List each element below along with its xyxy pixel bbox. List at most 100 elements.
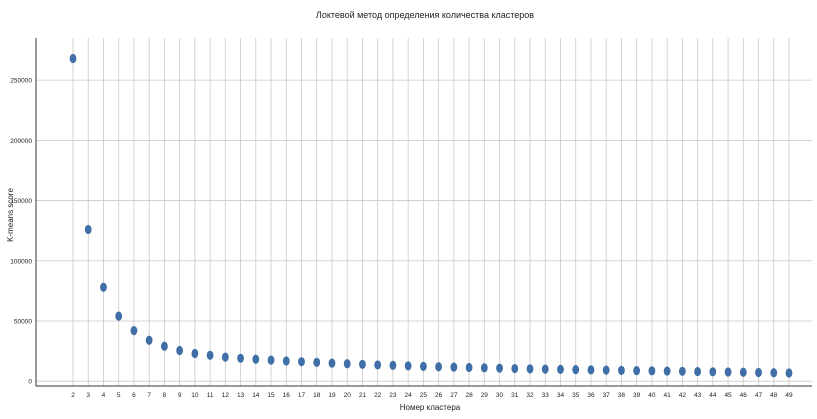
x-tick-label: 8 <box>163 392 167 399</box>
data-point <box>176 345 184 356</box>
data-point <box>633 365 641 376</box>
x-tick-label: 7 <box>147 392 151 399</box>
x-tick-label: 34 <box>557 392 565 399</box>
data-point <box>359 359 366 369</box>
data-point <box>343 359 351 369</box>
data-point <box>450 362 458 372</box>
x-tick-label: 20 <box>344 392 352 399</box>
x-tick-label: 4 <box>102 392 106 399</box>
x-tick-label: 45 <box>724 392 732 399</box>
data-point <box>739 367 747 377</box>
x-tick-label: 16 <box>283 392 291 399</box>
x-tick-label: 5 <box>117 392 121 399</box>
x-tick-label: 44 <box>709 392 717 399</box>
x-tick-label: 40 <box>648 392 656 399</box>
x-tick-label: 31 <box>511 392 519 399</box>
data-point <box>618 365 625 375</box>
data-point <box>541 364 549 374</box>
x-tick-label: 3 <box>86 392 90 399</box>
data-point <box>313 357 321 367</box>
x-tick-label: 13 <box>237 392 245 399</box>
axes-layer <box>35 38 812 387</box>
x-tick-label: 43 <box>694 392 702 399</box>
data-point <box>69 53 77 64</box>
x-tick-label: 18 <box>313 392 321 399</box>
x-tick-label: 30 <box>496 392 504 399</box>
x-tick-label: 23 <box>389 392 397 399</box>
x-tick-label: 35 <box>572 392 580 399</box>
data-point <box>282 356 290 366</box>
x-tick-label: 39 <box>633 392 641 399</box>
x-tick-label: 24 <box>405 392 413 399</box>
data-point <box>419 361 427 371</box>
y-tick-label: 100000 <box>10 258 32 265</box>
x-axis-label: Номер кластера <box>400 403 461 412</box>
y-tick-label: 50000 <box>14 318 32 325</box>
data-point <box>100 282 107 292</box>
x-tick-label: 22 <box>374 392 382 399</box>
x-tick-label: 2 <box>71 392 75 399</box>
x-tick-label: 48 <box>770 392 778 399</box>
data-point <box>206 350 214 360</box>
grid-layer <box>36 38 812 386</box>
x-tick-label: 9 <box>178 392 182 399</box>
x-tick-label: 38 <box>618 392 626 399</box>
data-point <box>374 360 382 370</box>
data-point <box>648 366 656 376</box>
data-point <box>237 353 244 363</box>
data-point <box>389 360 397 371</box>
x-tick-label: 14 <box>252 392 260 399</box>
data-point <box>755 367 762 378</box>
x-tick-label: 17 <box>298 392 306 399</box>
x-tick-label: 41 <box>664 392 672 399</box>
data-point <box>709 367 717 377</box>
y-tick-label: 150000 <box>10 198 32 205</box>
x-tick-label: 46 <box>740 392 748 399</box>
data-point <box>587 365 595 375</box>
tick-layer: 2 3 4 5 6 7 8 9 10 11 12 13 14 15 16 17 18 19 20 21 22 23 24 25… <box>10 78 793 399</box>
data-point <box>191 348 199 359</box>
x-tick-label: 28 <box>465 392 473 399</box>
data-point <box>465 362 473 373</box>
x-tick-label: 47 <box>755 392 763 399</box>
data-point <box>511 363 519 374</box>
point-layer <box>69 53 793 378</box>
y-tick-label: 200000 <box>10 138 32 145</box>
x-tick-label: 26 <box>435 392 443 399</box>
data-point <box>770 368 778 378</box>
data-point <box>161 341 168 351</box>
data-point <box>435 362 443 372</box>
data-point <box>252 354 260 364</box>
x-tick-label: 19 <box>328 392 336 399</box>
x-tick-label: 12 <box>222 392 230 399</box>
data-point <box>724 367 732 377</box>
data-point <box>115 311 123 321</box>
x-tick-label: 32 <box>526 392 534 399</box>
data-point <box>145 335 153 345</box>
x-tick-label: 25 <box>420 392 428 399</box>
x-tick-label: 36 <box>587 392 595 399</box>
data-point <box>785 368 793 378</box>
x-tick-label: 29 <box>481 392 489 399</box>
data-point <box>678 366 686 376</box>
data-point <box>267 355 275 365</box>
x-tick-label: 11 <box>207 392 214 399</box>
data-point <box>298 357 305 367</box>
data-point <box>84 224 92 235</box>
x-tick-label: 37 <box>603 392 611 399</box>
x-tick-label: 15 <box>267 392 275 399</box>
data-point <box>602 365 610 375</box>
data-point <box>496 363 503 373</box>
data-point <box>526 364 534 374</box>
x-tick-label: 6 <box>132 392 136 399</box>
chart-title: Локтевой метод определения количества кл… <box>316 10 534 20</box>
x-tick-label: 27 <box>450 392 458 399</box>
x-tick-label: 10 <box>191 392 199 399</box>
data-point <box>572 365 580 375</box>
x-tick-label: 42 <box>679 392 687 399</box>
data-point <box>480 363 488 373</box>
data-point <box>694 366 701 377</box>
x-tick-label: 49 <box>785 392 793 399</box>
